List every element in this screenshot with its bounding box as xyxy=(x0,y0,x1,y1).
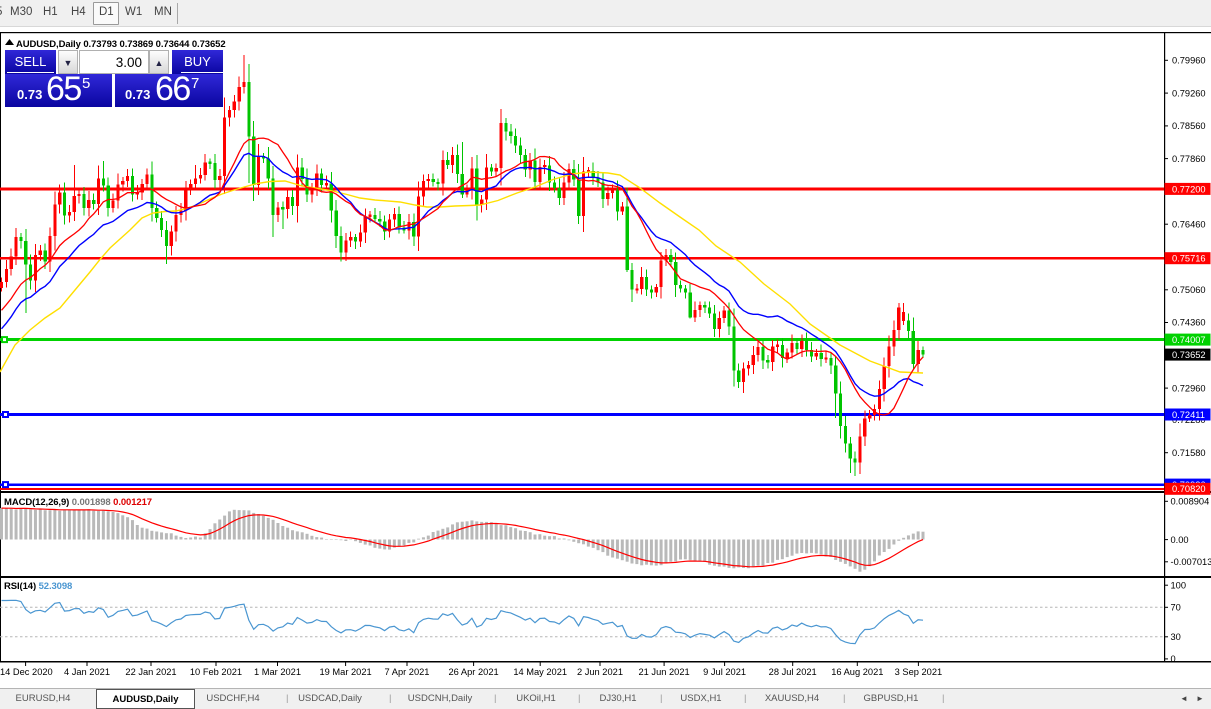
svg-text:0.74007: 0.74007 xyxy=(1172,335,1206,345)
svg-text:0.72960: 0.72960 xyxy=(1172,383,1206,393)
svg-text:RSI(14) 52.3098: RSI(14) 52.3098 xyxy=(4,581,72,592)
svg-text:21 Jun 2021: 21 Jun 2021 xyxy=(639,667,690,677)
svg-text:7 Apr 2021: 7 Apr 2021 xyxy=(385,667,430,677)
svg-text:0.77860: 0.77860 xyxy=(1172,154,1206,164)
svg-text:0.75060: 0.75060 xyxy=(1172,285,1206,295)
svg-text:0.74360: 0.74360 xyxy=(1172,318,1206,328)
svg-text:MACD(12,26,9) 0.001898 0.00121: MACD(12,26,9) 0.001898 0.001217 xyxy=(4,497,152,508)
svg-text:0.79260: 0.79260 xyxy=(1172,88,1206,98)
svg-text:30: 30 xyxy=(1171,632,1181,642)
svg-text:0.77200: 0.77200 xyxy=(1172,184,1206,194)
svg-text:1 Mar 2021: 1 Mar 2021 xyxy=(254,667,301,677)
svg-text:0.008904: 0.008904 xyxy=(1171,497,1210,507)
svg-text:3 Sep 2021: 3 Sep 2021 xyxy=(895,667,943,677)
svg-text:22 Jan 2021: 22 Jan 2021 xyxy=(125,667,176,677)
svg-text:0.72411: 0.72411 xyxy=(1172,410,1205,420)
svg-text:AUDUSD,Daily 0.73793 0.73869: AUDUSD,Daily 0.73793 0.73869 0.73644 0.7… xyxy=(16,39,226,50)
svg-text:0.78560: 0.78560 xyxy=(1172,121,1206,131)
svg-text:26 Apr 2021: 26 Apr 2021 xyxy=(449,667,499,677)
svg-text:2 Jun 2021: 2 Jun 2021 xyxy=(577,667,623,677)
svg-text:0.75716: 0.75716 xyxy=(1172,254,1206,264)
svg-text:4 Jan 2021: 4 Jan 2021 xyxy=(64,667,110,677)
svg-text:0: 0 xyxy=(1171,654,1176,664)
svg-text:16 Aug 2021: 16 Aug 2021 xyxy=(831,667,883,677)
svg-text:19 Mar 2021: 19 Mar 2021 xyxy=(319,667,371,677)
svg-text:28 Jul 2021: 28 Jul 2021 xyxy=(769,667,817,677)
svg-text:70: 70 xyxy=(1171,603,1181,613)
svg-text:14 Dec 2020: 14 Dec 2020 xyxy=(0,667,53,677)
svg-text:9 Jul 2021: 9 Jul 2021 xyxy=(703,667,746,677)
svg-text:0.71580: 0.71580 xyxy=(1172,448,1206,458)
svg-text:10 Feb 2021: 10 Feb 2021 xyxy=(190,667,242,677)
svg-text:0.73652: 0.73652 xyxy=(1172,350,1206,360)
svg-text:0.79960: 0.79960 xyxy=(1172,56,1206,66)
svg-text:0.70820: 0.70820 xyxy=(1172,484,1206,494)
svg-text:0.00: 0.00 xyxy=(1171,535,1189,545)
svg-text:100: 100 xyxy=(1171,580,1187,590)
svg-text:-0.007013: -0.007013 xyxy=(1171,557,1211,567)
svg-text:14 May 2021: 14 May 2021 xyxy=(513,667,567,677)
svg-text:0.76460: 0.76460 xyxy=(1172,219,1206,229)
